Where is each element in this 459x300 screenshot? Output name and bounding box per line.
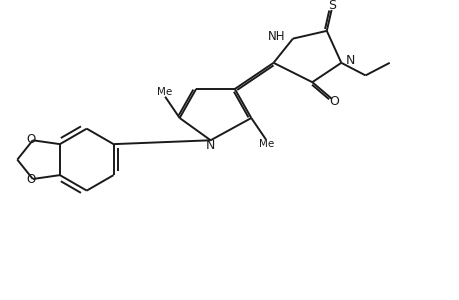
Text: N: N [206, 139, 215, 152]
Text: N: N [346, 54, 355, 68]
Text: NH: NH [267, 30, 285, 43]
Text: O: O [27, 133, 36, 146]
Text: Me: Me [258, 139, 274, 149]
Text: O: O [27, 173, 36, 186]
Text: S: S [327, 0, 335, 12]
Text: Me: Me [156, 87, 171, 97]
Text: O: O [329, 95, 339, 108]
